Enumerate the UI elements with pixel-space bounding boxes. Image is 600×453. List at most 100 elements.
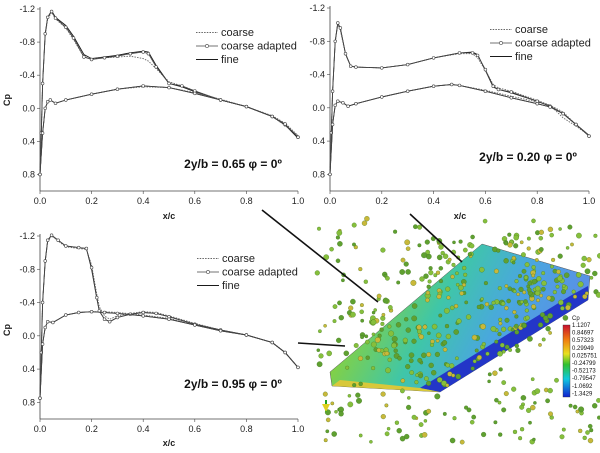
particle-sphere	[394, 420, 400, 425]
particle-sphere	[379, 327, 384, 332]
particle-sphere	[404, 433, 410, 440]
particle-sphere	[434, 393, 441, 400]
particle-sphere	[537, 322, 544, 328]
particle-sphere	[384, 431, 390, 437]
particle-sphere	[411, 303, 418, 309]
particle-sphere	[423, 419, 428, 423]
x-axis-label: x/c	[163, 438, 176, 448]
particle-sphere	[545, 398, 550, 404]
data-point-coarse-adapted	[193, 91, 197, 96]
particle-sphere	[371, 332, 376, 337]
data-point-coarse-adapted	[38, 172, 42, 177]
particle-sphere	[567, 224, 573, 230]
y-tick-label: 0.8	[312, 169, 325, 179]
y-tick-label: 0.4	[312, 136, 325, 146]
particle-sphere	[511, 386, 517, 392]
data-point-coarse-adapted	[102, 56, 107, 60]
particle-sphere	[350, 311, 356, 318]
particle-sphere	[471, 334, 478, 341]
data-point-coarse-adapted	[53, 101, 58, 106]
data-point-coarse-adapted	[102, 317, 107, 321]
particle-sphere	[343, 350, 350, 357]
particle-sphere	[323, 324, 327, 328]
particle-sphere	[415, 373, 419, 377]
particle-sphere	[411, 315, 418, 322]
particle-sphere	[560, 306, 565, 311]
data-point-coarse-adapted	[89, 265, 94, 270]
data-point-coarse-adapted	[406, 62, 410, 67]
data-point-coarse-adapted	[496, 87, 501, 92]
y-tick-label: -1.2	[309, 3, 325, 13]
x-tick-label: 0.8	[531, 196, 544, 206]
particle-sphere	[519, 240, 524, 245]
data-point-coarse-adapted	[338, 26, 343, 30]
data-point-coarse-adapted	[270, 114, 274, 119]
particle-sphere	[446, 295, 451, 300]
particle-sphere	[589, 275, 594, 280]
data-point-coarse-adapted	[431, 84, 436, 88]
data-point-coarse-adapted	[296, 135, 300, 139]
particle-sphere	[365, 355, 370, 360]
particle-sphere	[438, 244, 444, 250]
particle-sphere	[442, 347, 448, 352]
particle-sphere	[444, 323, 450, 329]
data-point-coarse-adapted	[71, 36, 76, 40]
particle-sphere	[331, 431, 337, 437]
particle-sphere	[411, 338, 417, 344]
particle-sphere	[519, 427, 525, 432]
x-tick-label: 1.0	[292, 196, 305, 206]
particle-sphere	[592, 403, 598, 409]
particle-sphere	[453, 303, 459, 309]
particle-sphere	[418, 334, 424, 340]
particle-sphere	[485, 351, 490, 356]
particle-sphere	[406, 404, 412, 410]
particle-sphere	[452, 240, 456, 245]
data-point-coarse-adapted	[336, 99, 340, 103]
x-tick-label: 0.6	[189, 196, 202, 206]
particle-sphere	[511, 255, 516, 261]
particle-sphere	[466, 407, 472, 413]
particle-sphere	[337, 300, 342, 306]
cp-chart-2: -1.2 -0.8 -0.4 0.0 0.4 0.8 0.0 0.2 0.4 0.6 0.8 1.0 x…	[309, 3, 595, 221]
particle-sphere	[499, 342, 505, 348]
particle-sphere	[374, 337, 381, 343]
particle-sphere	[518, 436, 523, 441]
data-point-coarse-adapted	[561, 111, 565, 116]
particle-sphere	[561, 289, 566, 295]
particle-sphere	[526, 246, 531, 251]
particle-sphere	[360, 335, 365, 340]
x-tick-label: 0.4	[137, 424, 150, 434]
particle-sphere	[482, 218, 488, 224]
particle-sphere	[425, 290, 431, 295]
data-point-coarse-adapted	[380, 95, 384, 99]
data-point-coarse-adapted	[483, 67, 488, 72]
particle-sphere	[513, 234, 519, 241]
particle-sphere	[314, 270, 320, 276]
particle-sphere	[536, 276, 542, 282]
particle-sphere	[572, 294, 578, 299]
particle-sphere	[503, 241, 509, 246]
data-point-coarse-adapted	[450, 82, 454, 87]
particle-sphere	[487, 372, 492, 377]
particle-sphere	[417, 329, 422, 334]
data-point-coarse-adapted	[40, 81, 45, 86]
data-point-coarse-adapted	[43, 325, 47, 330]
particle-sphere	[426, 352, 432, 357]
particle-sphere	[364, 216, 370, 222]
particle-sphere	[462, 247, 468, 253]
particle-sphere	[353, 343, 359, 348]
particle-sphere	[408, 352, 415, 358]
particle-sphere	[514, 343, 519, 349]
particle-sphere	[584, 268, 591, 275]
particle-sphere	[384, 351, 390, 356]
data-point-coarse-adapted	[40, 131, 45, 135]
particle-sphere	[539, 293, 543, 298]
data-point-coarse-adapted	[475, 53, 480, 58]
particle-sphere	[512, 310, 517, 315]
particle-sphere	[348, 305, 354, 311]
particle-sphere	[438, 313, 443, 318]
data-point-coarse-adapted	[483, 89, 488, 93]
y-tick-label: 0.8	[22, 397, 35, 407]
particle-sphere	[592, 270, 598, 277]
